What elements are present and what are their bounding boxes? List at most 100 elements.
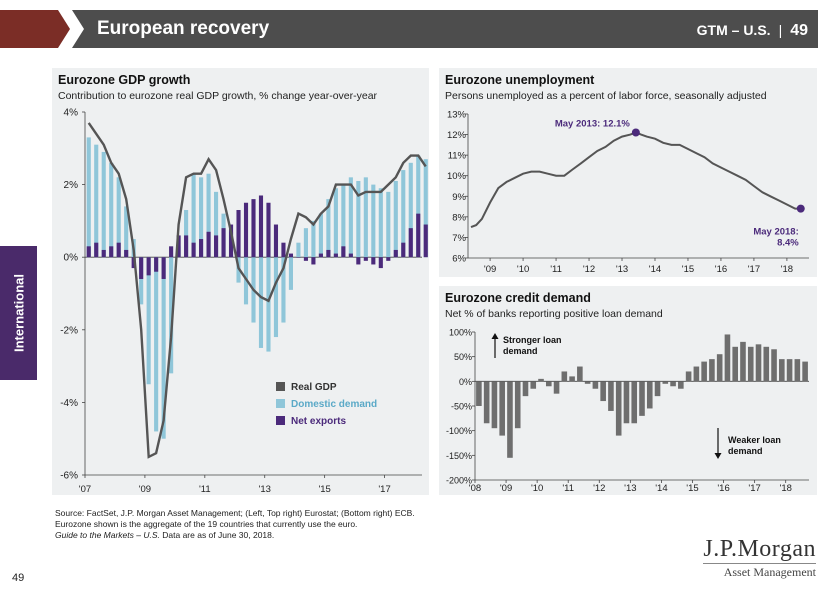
unemployment-chart-title: Eurozone unemployment xyxy=(445,73,595,87)
credit-demand-bar xyxy=(646,381,653,409)
net-exports-bar xyxy=(273,224,279,258)
unemployment-y-tick-label: 10% xyxy=(447,171,467,182)
net-exports-bar xyxy=(199,239,204,258)
domestic-demand-bar xyxy=(386,191,391,258)
legend-swatch-domestic-demand xyxy=(276,399,285,408)
credit-demand-bar xyxy=(561,371,568,382)
gdp-y-tick-label: -2% xyxy=(60,325,78,336)
net-exports-bar xyxy=(213,235,219,258)
net-exports-bar xyxy=(401,242,406,258)
credit-demand-bar xyxy=(507,381,513,458)
unemployment-y-tick-label: 6% xyxy=(452,254,466,265)
net-exports-bar xyxy=(124,249,129,258)
credit-demand-bar xyxy=(716,354,723,382)
credit-demand-bar xyxy=(623,381,630,424)
unemployment-x-tick-label: '13 xyxy=(616,264,628,275)
gdp-x-tick-label: '09 xyxy=(139,484,151,495)
credit-demand-bar xyxy=(740,341,746,382)
footnote-line-2: Eurozone shown is the aggregate of the 1… xyxy=(55,519,358,529)
unemployment-y-tick-label: 8% xyxy=(452,212,466,223)
unemployment-line xyxy=(470,131,801,229)
credit-y-tick-label: 50% xyxy=(454,352,472,362)
domestic-demand-bar xyxy=(311,220,316,258)
net-exports-bar xyxy=(94,242,99,258)
net-exports-bar xyxy=(333,253,338,258)
credit-demand-bar xyxy=(701,361,707,382)
domestic-demand-bar xyxy=(206,173,211,258)
footnote-guide-title: Guide to the Markets – U.S. xyxy=(55,530,160,540)
header-banner xyxy=(0,10,818,48)
domestic-demand-bar xyxy=(326,199,331,258)
banner-bar xyxy=(72,10,818,48)
credit-y-tick-label: -200% xyxy=(446,476,472,486)
gdp-x-tick-label: '07 xyxy=(79,484,91,495)
page-title: European recovery xyxy=(97,18,270,39)
section-tab-international[interactable]: International xyxy=(0,246,37,380)
credit-x-tick-label: '13 xyxy=(624,483,636,494)
gdp-y-tick-label: 0% xyxy=(64,253,79,264)
domestic-demand-bar xyxy=(116,177,121,258)
domestic-demand-bar xyxy=(213,191,219,258)
credit-demand-bar xyxy=(693,366,700,382)
credit-demand-bar xyxy=(522,381,529,397)
credit-demand-bar xyxy=(732,346,739,382)
domestic-demand-bar xyxy=(184,210,189,258)
credit-demand-bar xyxy=(615,381,622,436)
credit-demand-bar xyxy=(538,378,544,382)
domestic-demand-bar xyxy=(199,177,204,258)
unemployment-y-tick-label: 12% xyxy=(447,130,467,141)
net-exports-bar xyxy=(176,235,181,258)
net-exports-bar xyxy=(251,199,256,258)
credit-x-tick-label: '14 xyxy=(655,483,667,494)
net-exports-bar xyxy=(109,246,114,258)
credit-x-tick-label: '12 xyxy=(593,483,605,494)
net-exports-bar xyxy=(416,213,421,258)
logo-subtitle: Asset Management xyxy=(703,563,816,580)
domestic-demand-bar xyxy=(124,206,129,258)
credit-x-tick-label: '18 xyxy=(780,483,792,494)
stronger-loan-label-2: demand xyxy=(503,346,538,356)
weaker-loan-label: Weaker loan xyxy=(728,435,781,445)
credit-demand-bar xyxy=(608,381,614,411)
net-exports-bar xyxy=(378,257,383,269)
net-exports-bar xyxy=(116,242,121,258)
unemployment-x-tick-label: '18 xyxy=(781,264,793,275)
gdp-chart-title: Eurozone GDP growth xyxy=(58,73,191,87)
net-exports-bar xyxy=(393,249,398,258)
unemployment-x-tick-label: '09 xyxy=(484,264,496,275)
credit-demand-bar xyxy=(491,381,498,429)
domestic-demand-bar xyxy=(86,137,91,258)
domestic-demand-bar xyxy=(94,144,99,258)
credit-demand-bar xyxy=(569,376,575,382)
domestic-demand-bar xyxy=(348,177,353,258)
unemployment-x-tick-label: '10 xyxy=(517,264,529,275)
gdp-y-tick-label: 2% xyxy=(64,180,79,191)
net-exports-bar xyxy=(146,257,151,276)
domestic-demand-bar xyxy=(191,173,196,258)
domestic-demand-bar xyxy=(266,257,271,352)
legend-label-net-exports: Net exports xyxy=(291,416,346,427)
source-footnote: Source: FactSet, J.P. Morgan Asset Manag… xyxy=(55,508,415,541)
net-exports-bar xyxy=(228,224,234,258)
unemployment-y-tick-label: 11% xyxy=(448,151,467,162)
gdp-legend: Real GDP Domestic demand Net exports xyxy=(276,382,377,427)
domestic-demand-bar xyxy=(109,162,114,258)
credit-demand-bar xyxy=(600,381,606,402)
net-exports-bar xyxy=(423,224,428,258)
credit-chart-subtitle: Net % of banks reporting positive loan d… xyxy=(445,308,663,320)
unemployment-y-tick-label: 9% xyxy=(452,192,466,203)
page-number: 49 xyxy=(12,572,25,584)
net-exports-bar xyxy=(288,253,294,258)
credit-demand-bar xyxy=(794,359,801,382)
peak-marker xyxy=(631,128,640,137)
footnote-line-1: Source: FactSet, J.P. Morgan Asset Manag… xyxy=(55,508,415,518)
domestic-demand-bar xyxy=(154,257,159,432)
credit-demand-bar xyxy=(592,381,599,389)
net-exports-bar xyxy=(371,257,376,265)
domestic-demand-bar xyxy=(303,228,308,258)
net-exports-bar xyxy=(131,257,136,269)
stronger-loan-label: Stronger loan xyxy=(503,335,562,345)
credit-demand-bar xyxy=(514,381,521,429)
credit-demand-bar xyxy=(755,344,762,382)
gdp-y-tick-label: 4% xyxy=(64,108,79,119)
